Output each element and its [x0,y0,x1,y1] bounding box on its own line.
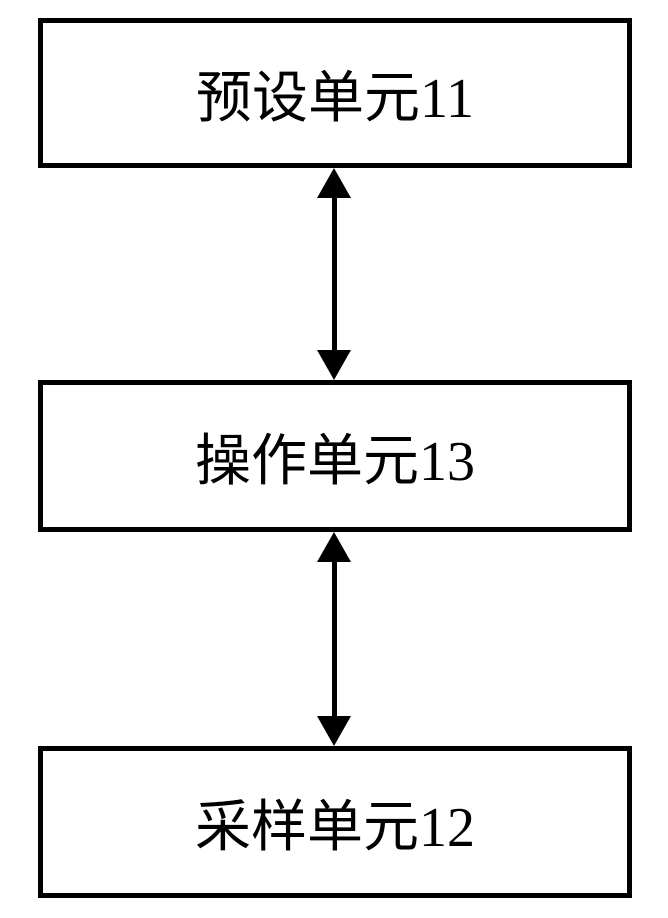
edge-e1-arrow-up [317,168,351,198]
edge-e1-line [332,198,337,350]
node-label: 预设单元11 [196,53,474,134]
edge-e1-arrow-down [317,350,351,380]
diagram-canvas: 预设单元11 操作单元13 采样单元12 [0,0,668,918]
node-label: 操作单元13 [195,416,475,497]
node-label: 采样单元12 [195,782,475,863]
node-n1: 预设单元11 [38,18,632,168]
node-n2: 操作单元13 [38,380,632,532]
edge-e2-line [332,562,337,716]
node-n3: 采样单元12 [38,746,632,898]
edge-e2-arrow-up [317,532,351,562]
edge-e2-arrow-down [317,716,351,746]
